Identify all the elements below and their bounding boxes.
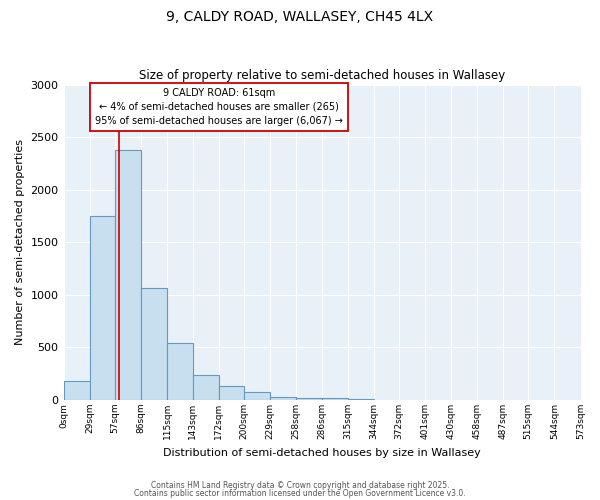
Bar bbox=[322, 398, 348, 400]
Bar bbox=[167, 343, 193, 400]
Y-axis label: Number of semi-detached properties: Number of semi-detached properties bbox=[15, 140, 25, 346]
X-axis label: Distribution of semi-detached houses by size in Wallasey: Distribution of semi-detached houses by … bbox=[163, 448, 481, 458]
Text: 9, CALDY ROAD, WALLASEY, CH45 4LX: 9, CALDY ROAD, WALLASEY, CH45 4LX bbox=[166, 10, 434, 24]
Bar bbox=[141, 288, 167, 400]
Text: 9 CALDY ROAD: 61sqm
← 4% of semi-detached houses are smaller (265)
95% of semi-d: 9 CALDY ROAD: 61sqm ← 4% of semi-detache… bbox=[95, 88, 343, 126]
Bar bbox=[115, 150, 141, 400]
Bar bbox=[90, 216, 115, 400]
Bar bbox=[244, 392, 270, 400]
Bar bbox=[270, 398, 296, 400]
Bar bbox=[64, 380, 90, 400]
Bar bbox=[219, 386, 244, 400]
Title: Size of property relative to semi-detached houses in Wallasey: Size of property relative to semi-detach… bbox=[139, 69, 505, 82]
Bar bbox=[296, 398, 322, 400]
Bar bbox=[193, 375, 219, 400]
Text: Contains HM Land Registry data © Crown copyright and database right 2025.: Contains HM Land Registry data © Crown c… bbox=[151, 481, 449, 490]
Text: Contains public sector information licensed under the Open Government Licence v3: Contains public sector information licen… bbox=[134, 488, 466, 498]
